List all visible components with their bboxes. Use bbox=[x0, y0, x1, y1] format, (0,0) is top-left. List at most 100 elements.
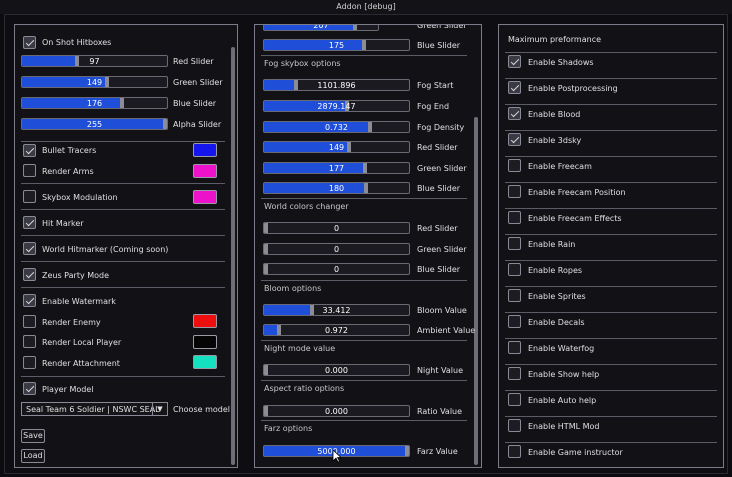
divider bbox=[505, 416, 717, 417]
left-green-slider-slider-value: 149 bbox=[86, 78, 103, 87]
world-red-slider-slider[interactable]: 0 bbox=[263, 222, 410, 234]
enable-decals-checkbox[interactable] bbox=[508, 315, 521, 328]
night-value-slider[interactable]: 0.000 bbox=[263, 364, 410, 376]
enable-freecam-checkbox[interactable] bbox=[508, 159, 521, 172]
night-value-label: Night Value bbox=[417, 366, 464, 375]
enable-waterfog-checkbox[interactable] bbox=[508, 341, 521, 354]
fog-fog-end-slider[interactable]: 2879.147 bbox=[263, 100, 410, 112]
left-alpha-slider-slider-handle[interactable] bbox=[163, 119, 167, 129]
top-blue-slider-handle[interactable] bbox=[362, 40, 367, 50]
top-green-slider-handle[interactable] bbox=[353, 25, 358, 30]
bloom-value-slider[interactable]: 33.412 bbox=[263, 304, 410, 316]
enable-rain-checkbox[interactable] bbox=[508, 237, 521, 250]
hit-marker-checkbox[interactable] bbox=[23, 216, 36, 229]
render-enemy-checkbox[interactable] bbox=[23, 315, 36, 328]
world-blue-slider-slider-handle[interactable] bbox=[264, 264, 268, 274]
save-button[interactable]: Save bbox=[21, 429, 45, 443]
top-green-slider[interactable]: 207 bbox=[263, 25, 379, 31]
fog-fog-density-slider-handle[interactable] bbox=[367, 122, 372, 132]
fog-green-slider-slider-handle[interactable] bbox=[362, 163, 367, 173]
enable-3dsky-label: Enable 3dsky bbox=[528, 136, 582, 145]
fog-fog-density-slider[interactable]: 0.732 bbox=[263, 121, 410, 133]
left-red-slider-slider-handle[interactable] bbox=[75, 56, 80, 66]
bullet-tracers-color-swatch[interactable] bbox=[193, 143, 217, 157]
ratio-value-slider[interactable]: 0.000 bbox=[263, 405, 410, 417]
enable-show-help-checkbox[interactable] bbox=[508, 367, 521, 380]
left-red-slider-slider[interactable]: 97 bbox=[21, 55, 168, 67]
enable-sprites-checkbox[interactable] bbox=[508, 289, 521, 302]
render-attachment-label: Render Attachment bbox=[42, 359, 120, 368]
player-model-select[interactable]: Seal Team 6 Soldier | NSWC SEAL ▼ bbox=[21, 402, 168, 416]
left-scrollbar[interactable] bbox=[231, 47, 235, 465]
enable-html-mod-checkbox[interactable] bbox=[508, 419, 521, 432]
enable-blood-checkbox[interactable] bbox=[508, 107, 521, 120]
bloom-value-slider-handle[interactable] bbox=[309, 305, 314, 315]
render-local-player-color-swatch[interactable] bbox=[193, 335, 217, 349]
enable-blood-label: Enable Blood bbox=[528, 110, 581, 119]
enable-postprocessing-label: Enable Postprocessing bbox=[528, 84, 618, 93]
render-attachment-color-swatch[interactable] bbox=[193, 355, 217, 369]
ambient-value-slider[interactable]: 0.972 bbox=[263, 324, 410, 336]
zeus-party-mode-checkbox[interactable] bbox=[23, 268, 36, 281]
player-model-checkbox[interactable] bbox=[23, 382, 36, 395]
title-bar: Addon [debug] bbox=[0, 0, 732, 14]
render-arms-color-swatch[interactable] bbox=[193, 164, 217, 178]
render-arms-checkbox[interactable] bbox=[23, 164, 36, 177]
fog-fog-start-label: Fog Start bbox=[417, 81, 454, 90]
world-green-slider-slider[interactable]: 0 bbox=[263, 243, 410, 255]
render-enemy-color-swatch[interactable] bbox=[193, 314, 217, 328]
load-button[interactable]: Load bbox=[21, 449, 45, 463]
night-value-slider-handle[interactable] bbox=[264, 365, 268, 375]
left-blue-slider-label: Blue Slider bbox=[173, 99, 217, 108]
middle-scrollbar[interactable] bbox=[474, 117, 478, 465]
enable-shadows-checkbox[interactable] bbox=[508, 55, 521, 68]
world-hitmarker-checkbox[interactable] bbox=[23, 242, 36, 255]
enable-freecam-position-checkbox[interactable] bbox=[508, 185, 521, 198]
world-green-slider-label: Green Slider bbox=[417, 245, 467, 254]
enable-waterfog-label: Enable Waterfog bbox=[528, 344, 595, 353]
bullet-tracers-checkbox[interactable] bbox=[23, 144, 36, 157]
on-shot-hitboxes-label: On Shot Hitboxes bbox=[42, 38, 112, 47]
enable-auto-help-checkbox[interactable] bbox=[508, 393, 521, 406]
skybox-modulation-checkbox[interactable] bbox=[23, 190, 36, 203]
night-mode-header: Night mode value bbox=[264, 344, 336, 353]
fog-green-slider-slider[interactable]: 177 bbox=[263, 162, 410, 174]
fog-fog-start-slider-value: 1101.896 bbox=[317, 81, 356, 90]
on-shot-hitboxes-checkbox[interactable] bbox=[23, 36, 36, 49]
fog-red-slider-slider[interactable]: 149 bbox=[263, 141, 410, 153]
world-green-slider-slider-handle[interactable] bbox=[264, 244, 268, 254]
fog-blue-slider-slider-handle[interactable] bbox=[364, 183, 369, 193]
left-blue-slider-slider-handle[interactable] bbox=[120, 98, 125, 108]
fog-fog-end-slider-handle[interactable] bbox=[344, 101, 349, 111]
top-blue-slider[interactable]: 175 bbox=[263, 39, 410, 51]
skybox-modulation-color-swatch[interactable] bbox=[193, 190, 217, 204]
fog-blue-slider-slider[interactable]: 180 bbox=[263, 182, 410, 194]
ratio-value-slider-handle[interactable] bbox=[264, 406, 268, 416]
enable-postprocessing-checkbox[interactable] bbox=[508, 81, 521, 94]
enable-game-instructor-checkbox[interactable] bbox=[508, 445, 521, 458]
fog-red-slider-slider-handle[interactable] bbox=[346, 142, 351, 152]
left-green-slider-slider[interactable]: 149 bbox=[21, 76, 168, 88]
left-blue-slider-slider[interactable]: 176 bbox=[21, 97, 168, 109]
ambient-value-slider-handle[interactable] bbox=[276, 325, 281, 335]
fog-fog-start-slider-handle[interactable] bbox=[293, 80, 298, 90]
fog-fog-start-slider[interactable]: 1101.896 bbox=[263, 79, 410, 91]
left-green-slider-slider-handle[interactable] bbox=[104, 77, 109, 87]
farz-value-label: Farz Value bbox=[417, 447, 458, 456]
enable-watermark-checkbox[interactable] bbox=[23, 294, 36, 307]
enable-freecam-effects-checkbox[interactable] bbox=[508, 211, 521, 224]
render-arms-label: Render Arms bbox=[42, 167, 94, 176]
render-local-player-checkbox[interactable] bbox=[23, 335, 36, 348]
world-blue-slider-slider[interactable]: 0 bbox=[263, 263, 410, 275]
divider bbox=[505, 130, 717, 131]
enable-ropes-label: Enable Ropes bbox=[528, 266, 583, 275]
left-alpha-slider-slider[interactable]: 255 bbox=[21, 118, 168, 130]
fog-fog-density-label: Fog Density bbox=[417, 123, 465, 132]
world-red-slider-slider-handle[interactable] bbox=[264, 223, 268, 233]
fog-blue-slider-label: Blue Slider bbox=[417, 184, 461, 193]
enable-3dsky-checkbox[interactable] bbox=[508, 133, 521, 146]
fog-red-slider-slider-value: 149 bbox=[328, 143, 345, 152]
enable-ropes-checkbox[interactable] bbox=[508, 263, 521, 276]
render-attachment-checkbox[interactable] bbox=[23, 356, 36, 369]
farz-value-slider-handle[interactable] bbox=[405, 446, 409, 456]
